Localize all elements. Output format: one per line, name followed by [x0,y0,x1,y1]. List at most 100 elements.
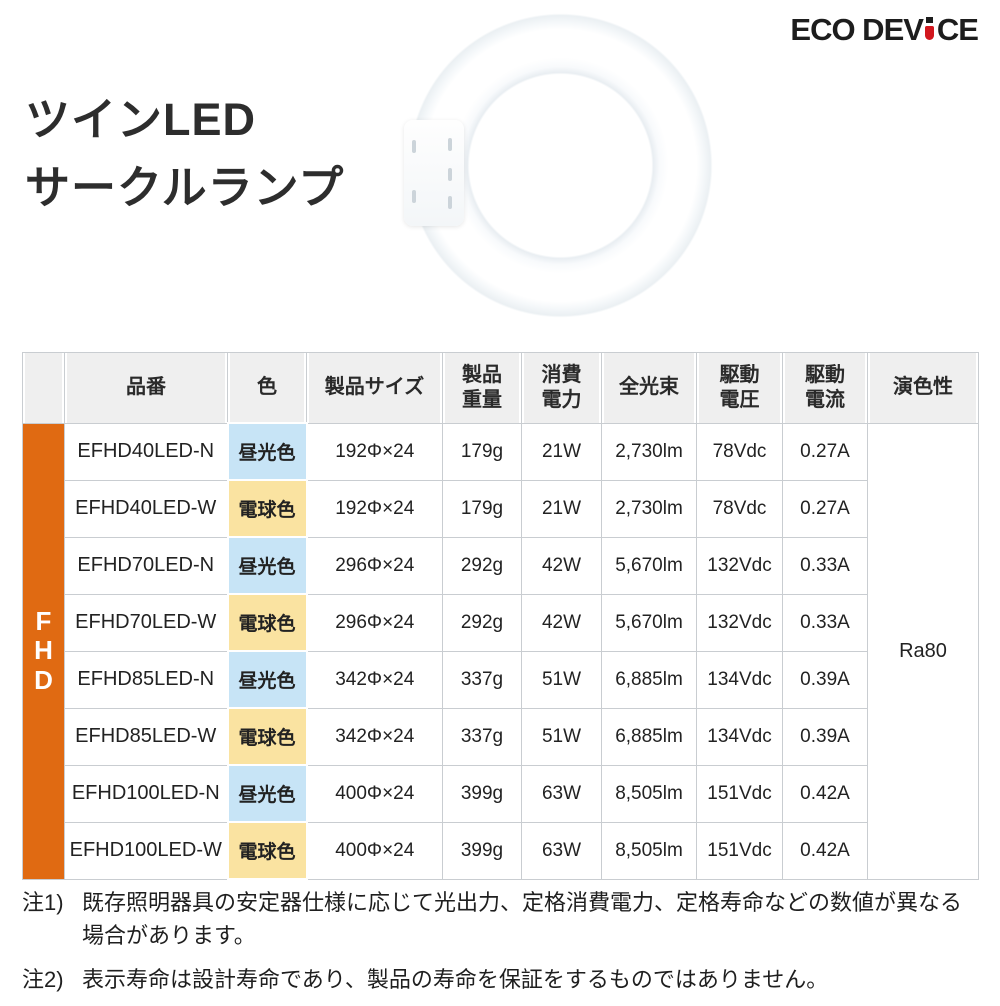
model-cell: EFHD40LED-N [64,422,228,481]
footnote-1-label: 注1) [22,890,64,915]
series-label-cell: F H D [22,422,65,880]
power-cell: 42W [521,593,602,652]
power-cell: 21W [521,422,602,481]
header-voltage: 駆動 電圧 [696,352,783,424]
size-cell: 296Φ×24 [306,593,443,652]
flux-cell: 5,670lm [601,593,697,652]
weight-cell: 399g [442,764,522,823]
size-cell: 192Φ×24 [306,422,443,481]
flux-cell: 6,885lm [601,650,697,709]
size-cell: 342Φ×24 [306,650,443,709]
header-flux: 全光束 [601,352,697,424]
flux-cell: 8,505lm [601,764,697,823]
weight-cell: 399g [442,821,522,880]
flux-cell: 2,730lm [601,422,697,481]
size-cell: 400Φ×24 [306,821,443,880]
voltage-cell: 134Vdc [696,707,783,766]
spec-table-body: F H D EFHD40LED-N 昼光色 192Φ×24 179g 21W 2,730lm… [22,422,979,880]
size-cell: 192Φ×24 [306,479,443,538]
table-row: EFHD40LED-W 電球色 192Φ×24 179g 21W 2,730lm 78Vdc… [23,479,979,538]
connector-pin-slot [412,190,416,203]
header-weight: 製品 重量 [442,352,522,424]
lamp-connector [404,120,464,226]
header-power: 消費 電力 [521,352,602,424]
current-cell: 0.27A [782,422,868,481]
page-title-line1: ツインLED [25,94,257,145]
table-row: F H D EFHD40LED-N 昼光色 192Φ×24 179g 21W 2,730lm… [22,422,979,880]
color-rendering-cell: Ra80 [867,422,979,880]
current-cell: 0.42A [782,764,868,823]
color-cell: 電球色 [226,593,308,652]
connector-pin-slot [448,168,452,181]
color-cell: 昼光色 [226,650,308,709]
voltage-cell: 134Vdc [696,650,783,709]
connector-pin-slot [412,140,416,153]
header-color-rendering: 演色性 [867,352,979,424]
voltage-cell: 132Vdc [696,536,783,595]
brand-logo: ECO DEV CE [790,12,979,48]
model-cell: EFHD70LED-N [64,536,228,595]
flux-cell: 6,885lm [601,707,697,766]
current-cell: 0.27A [782,479,868,538]
power-cell: 51W [521,707,602,766]
weight-cell: 292g [442,536,522,595]
table-row: EFHD70LED-N 昼光色 296Φ×24 292g 42W 5,670lm 132Vd… [23,536,979,595]
header-size: 製品サイズ [306,352,443,424]
color-cell: 昼光色 [226,422,308,481]
flux-cell: 8,505lm [601,821,697,880]
table-row: EFHD85LED-N 昼光色 342Φ×24 337g 51W 6,885lm 134Vd… [23,650,979,709]
page-title-line2: サークルランプ [25,162,345,213]
current-cell: 0.39A [782,707,868,766]
current-cell: 0.39A [782,650,868,709]
model-cell: EFHD100LED-W [64,821,228,880]
table-row: EFHD85LED-W 電球色 342Φ×24 337g 51W 6,885lm 134Vd… [23,707,979,766]
model-cell: EFHD100LED-N [64,764,228,823]
weight-cell: 292g [442,593,522,652]
footnote-1: 注1) 既存照明器具の安定器仕様に応じて光出力、定格消費電力、定格寿命などの数値… [22,886,978,953]
weight-cell: 337g [442,707,522,766]
table-row: EFHD100LED-W 電球色 400Φ×24 399g 63W 8,505lm 151V… [23,821,979,880]
weight-cell: 337g [442,650,522,709]
header-color: 色 [227,352,307,424]
footnote-2: 注2) 表示寿命は設計寿命であり、製品の寿命を保証をするものではありません。 [22,963,978,996]
power-cell: 51W [521,650,602,709]
model-cell: EFHD85LED-N [64,650,228,709]
table-corner-cell [22,352,65,424]
color-cell: 昼光色 [226,764,308,823]
size-cell: 400Φ×24 [306,764,443,823]
power-cell: 63W [521,821,602,880]
connector-pin-slot [448,138,452,151]
current-cell: 0.33A [782,593,868,652]
header-model: 品番 [64,352,228,424]
model-cell: EFHD70LED-W [64,593,228,652]
product-photo-circle-lamp [398,5,720,335]
flux-cell: 5,670lm [601,536,697,595]
color-cell: 電球色 [226,707,308,766]
header-current: 駆動 電流 [782,352,868,424]
voltage-cell: 132Vdc [696,593,783,652]
footnotes: 注1) 既存照明器具の安定器仕様に応じて光出力、定格消費電力、定格寿命などの数値… [22,886,978,1006]
color-cell: 電球色 [226,821,308,880]
brand-logo-text-right: CE [936,12,979,47]
flux-cell: 2,730lm [601,479,697,538]
footnote-2-label: 注2) [22,966,64,992]
current-cell: 0.42A [782,821,868,880]
footnote-1-text: 既存照明器具の安定器仕様に応じて光出力、定格消費電力、定格寿命などの数値が異なる… [82,890,963,949]
color-cell: 昼光色 [226,536,308,595]
logo-i-icon [924,16,935,40]
power-cell: 63W [521,764,602,823]
logo-i-dot [925,17,933,23]
power-cell: 21W [521,479,602,538]
model-cell: EFHD85LED-W [64,707,228,766]
voltage-cell: 151Vdc [696,764,783,823]
voltage-cell: 78Vdc [696,479,783,538]
color-cell: 電球色 [226,479,308,538]
voltage-cell: 78Vdc [696,422,783,481]
table-row: EFHD100LED-N 昼光色 400Φ×24 399g 63W 8,505lm 151V… [23,764,979,823]
table-row: EFHD70LED-W 電球色 296Φ×24 292g 42W 5,670lm 132Vd… [23,593,979,652]
current-cell: 0.33A [782,536,868,595]
connector-pin-slot [448,196,452,209]
spec-table: 品番 色 製品サイズ 製品 重量 消費 電力 全光束 駆動 電圧 駆動 電流 演… [22,352,979,880]
size-cell: 296Φ×24 [306,536,443,595]
logo-i-red-mark [924,26,934,40]
